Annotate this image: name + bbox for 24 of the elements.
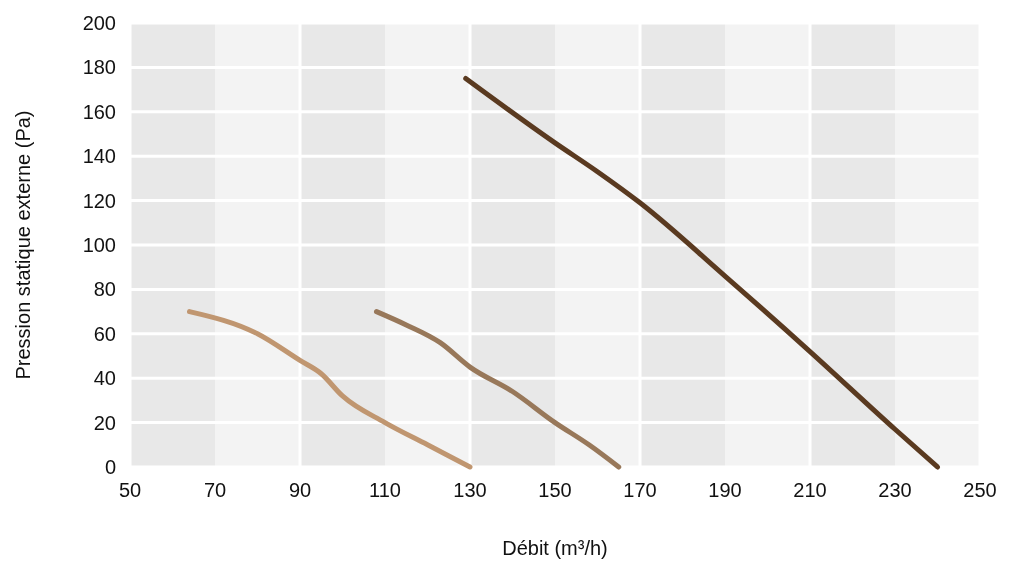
y-tick-label: 40 (93, 367, 116, 390)
x-tick-label: 150 (538, 479, 572, 501)
x-tick-label: 210 (793, 479, 827, 501)
x-tick-label: 170 (623, 479, 657, 501)
y-tick-label: 180 (82, 56, 116, 79)
x-tick-label: 110 (369, 479, 401, 501)
y-axis-title: Pression statique externe (Pa) (12, 110, 34, 380)
x-tick-label: 190 (708, 479, 742, 501)
y-tick-label: 60 (93, 322, 116, 345)
x-tick-label: 130 (453, 479, 487, 501)
y-tick-label: 20 (93, 411, 116, 434)
x-tick-label: 70 (203, 479, 227, 501)
x-tick-label: 230 (878, 479, 912, 501)
x-axis-title: Débit (m³/h) (502, 537, 608, 559)
y-tick-label: 160 (82, 100, 116, 123)
x-tick-label: 50 (118, 479, 142, 501)
y-tick-label: 200 (82, 12, 116, 34)
y-tick-label: 80 (93, 278, 116, 301)
x-tick-label: 250 (963, 479, 997, 501)
y-tick-label: 0 (104, 456, 116, 478)
x-tick-label: 90 (288, 479, 312, 501)
y-tick-label: 140 (82, 145, 116, 168)
y-tick-label: 120 (82, 189, 116, 212)
y-tick-label: 100 (82, 234, 116, 256)
